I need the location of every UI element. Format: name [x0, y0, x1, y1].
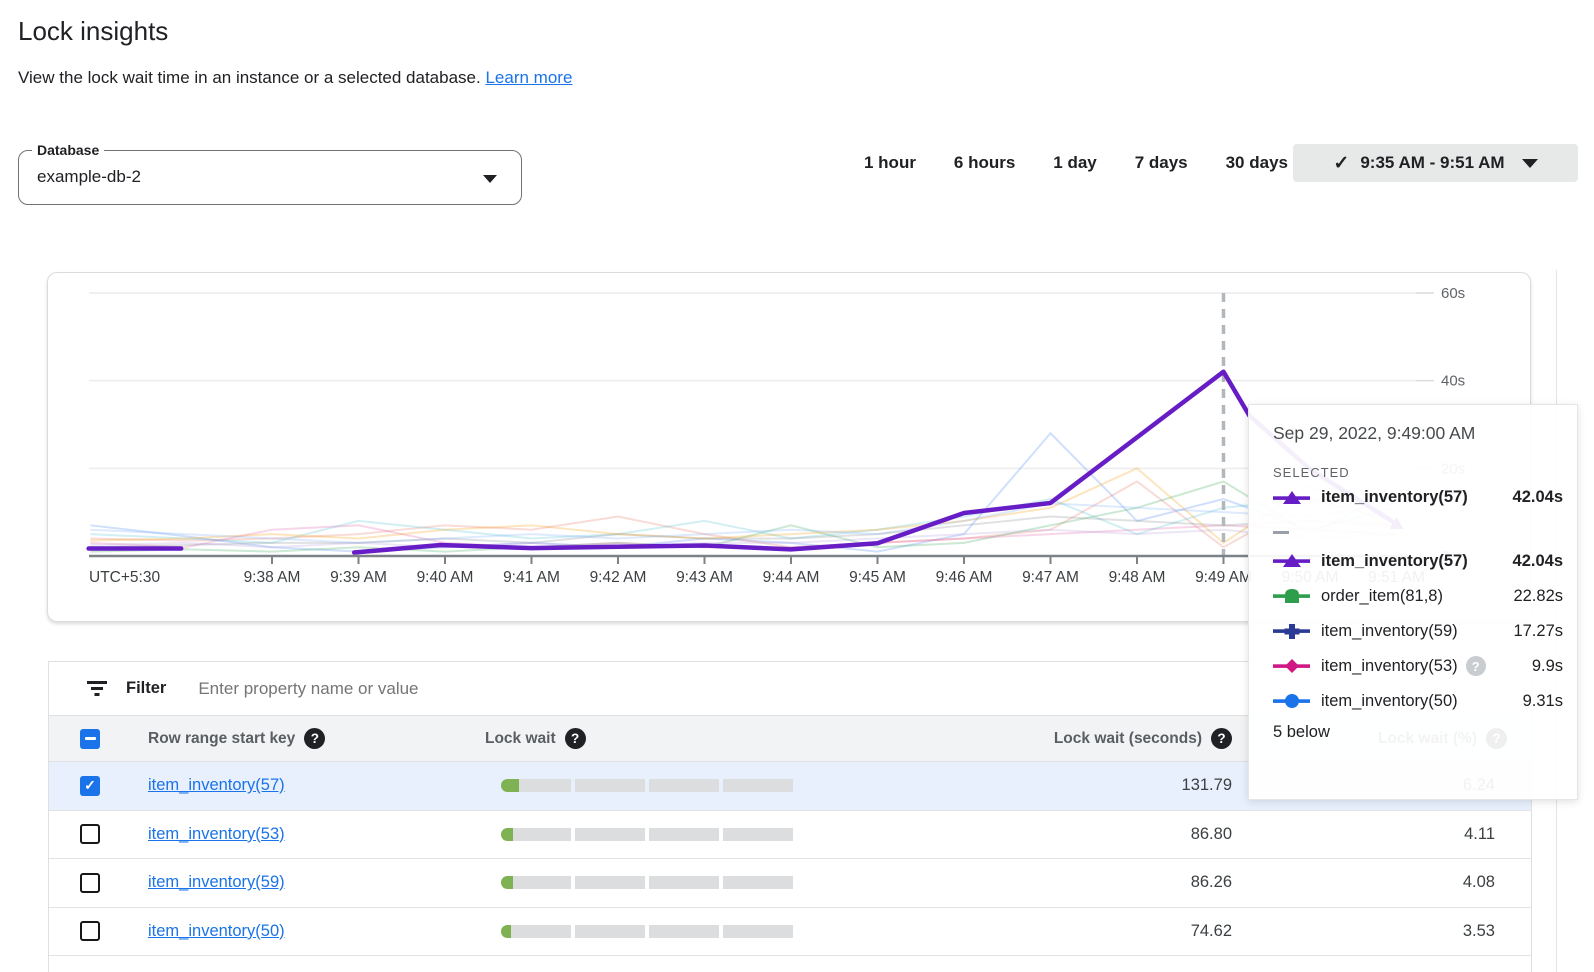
lock-wait-seconds-value: 86.80	[1190, 824, 1232, 843]
learn-more-link[interactable]: Learn more	[485, 68, 573, 87]
lock-wait-seconds-value: 86.26	[1190, 873, 1232, 892]
x-axis-timezone-label: UTC+5:30	[89, 569, 160, 586]
column-header-seconds: Lock wait (seconds) ?	[794, 728, 1232, 749]
chevron-down-icon	[483, 175, 497, 183]
lock-wait-seconds-value: 131.79	[1181, 776, 1232, 795]
page-description: View the lock wait time in an instance o…	[18, 68, 572, 88]
x-axis-tick-label: 9:47 AM	[1022, 569, 1079, 586]
time-range-buttons: 1 hour 6 hours 1 day 7 days 30 days	[864, 144, 1288, 182]
table-row: item_inventory(53) 86.80 4.11	[49, 810, 1531, 859]
tooltip-row-2: item_inventory(59) 17.27s	[1273, 614, 1563, 649]
tooltip-row-4: item_inventory(50) 9.31s	[1273, 684, 1563, 719]
help-icon[interactable]: ?	[564, 728, 586, 749]
background-series-line	[90, 497, 1397, 544]
database-select[interactable]: Database example-db-2	[18, 142, 522, 205]
triangle-marker-icon	[1273, 554, 1310, 567]
x-axis-tick-label: 9:45 AM	[849, 569, 906, 586]
chart-tooltip: Sep 29, 2022, 9:49:00 AM SELECTED item_i…	[1248, 404, 1578, 800]
background-series-line	[90, 467, 1397, 545]
description-text: View the lock wait time in an instance o…	[18, 68, 481, 87]
lock-wait-chart-plot[interactable]: 60s40s20s0UTC+5:309:38 AM9:39 AM9:40 AM9…	[48, 273, 1530, 621]
database-select-value: example-db-2	[37, 167, 141, 186]
page-title: Lock insights	[18, 16, 169, 46]
x-axis-tick-label: 9:44 AM	[763, 569, 820, 586]
filter-label: Filter	[126, 679, 167, 697]
filter-icon	[87, 681, 107, 696]
circle-marker-icon	[1273, 694, 1310, 708]
row-key-link[interactable]: item_inventory(50)	[148, 921, 285, 940]
lock-wait-seconds-value: 74.62	[1190, 921, 1232, 940]
help-icon[interactable]: ?	[304, 728, 326, 749]
database-select-label: Database	[32, 142, 105, 158]
y-axis-label: 60s	[1441, 285, 1465, 302]
row-key-link[interactable]: item_inventory(53)	[148, 824, 285, 843]
tooltip-separator	[1273, 531, 1289, 534]
custom-time-range-button[interactable]: ✓ 9:35 AM - 9:51 AM	[1293, 144, 1578, 182]
lock-wait-bar	[501, 876, 793, 890]
tooltip-selected-label: SELECTED	[1273, 465, 1350, 480]
x-axis-tick-label: 9:39 AM	[330, 569, 387, 586]
x-axis-tick-label: 9:46 AM	[936, 569, 993, 586]
background-series-line	[90, 515, 1397, 549]
filter-input[interactable]	[198, 678, 1531, 699]
row-checkbox[interactable]	[80, 921, 100, 942]
lock-wait-bar	[501, 827, 793, 841]
lock-wait-percent-value: 4.08	[1462, 873, 1495, 892]
column-header-row-key: Row range start key ?	[148, 728, 485, 749]
background-series-line	[90, 431, 1397, 553]
row-checkbox[interactable]	[80, 775, 100, 796]
help-icon[interactable]: ?	[1211, 728, 1232, 749]
tooltip-row-3: item_inventory(53) ? 9.9s	[1273, 649, 1563, 684]
x-axis-tick-label: 9:38 AM	[244, 569, 301, 586]
time-range-1-day[interactable]: 1 day	[1053, 153, 1097, 172]
background-series-line	[90, 528, 1397, 549]
lock-wait-bar	[501, 924, 793, 938]
help-icon[interactable]: ?	[1465, 656, 1486, 676]
lock-wait-bar	[501, 779, 793, 793]
table-row: item_inventory(59) 86.26 4.08	[49, 859, 1531, 908]
tooltip-more-count: 5 below	[1273, 722, 1330, 741]
triangle-marker-icon	[1273, 490, 1310, 504]
time-range-6-hours[interactable]: 6 hours	[953, 153, 1016, 172]
time-range-1-hour[interactable]: 1 hour	[864, 153, 916, 172]
background-series-line	[90, 502, 1397, 544]
table-body: item_inventory(57) 131.79 6.24 item_inve…	[49, 762, 1531, 956]
y-axis-label: 40s	[1441, 373, 1465, 390]
chevron-down-icon	[1521, 158, 1538, 168]
x-axis-tick-label: 9:48 AM	[1109, 569, 1166, 586]
select-all-checkbox[interactable]	[80, 728, 100, 749]
tooltip-row-selected: item_inventory(57) 42.04s	[1273, 480, 1563, 515]
tomb-marker-icon	[1273, 589, 1310, 603]
x-axis-tick-label: 9:49 AM	[1195, 569, 1252, 586]
time-range-30-days[interactable]: 30 days	[1225, 153, 1288, 172]
tooltip-timestamp: Sep 29, 2022, 9:49:00 AM	[1273, 423, 1476, 443]
row-key-link[interactable]: item_inventory(57)	[148, 776, 285, 795]
background-series-line	[90, 480, 1397, 549]
custom-time-range-label: 9:35 AM - 9:51 AM	[1360, 153, 1505, 172]
tooltip-row-0: item_inventory(57) 42.04s	[1273, 544, 1563, 579]
row-checkbox[interactable]	[80, 824, 100, 845]
x-axis-tick-label: 9:40 AM	[417, 569, 474, 586]
tooltip-row-1: order_item(81,8) 22.82s	[1273, 579, 1563, 614]
row-key-link[interactable]: item_inventory(59)	[148, 873, 285, 892]
check-icon: ✓	[1333, 152, 1350, 174]
x-axis-tick-label: 9:42 AM	[590, 569, 647, 586]
lock-wait-percent-value: 3.53	[1462, 921, 1495, 940]
diamond-marker-icon	[1273, 659, 1310, 673]
x-axis-tick-label: 9:43 AM	[676, 569, 733, 586]
lock-wait-percent-value: 4.11	[1464, 824, 1495, 843]
table-row: item_inventory(50) 74.62 3.53	[49, 907, 1531, 956]
time-range-7-days[interactable]: 7 days	[1134, 153, 1188, 172]
plus-marker-icon	[1273, 624, 1310, 639]
row-checkbox[interactable]	[80, 872, 100, 893]
background-series-line	[90, 480, 1397, 553]
table-filter-bar: Filter	[49, 662, 1531, 715]
column-header-lock-wait: Lock wait ?	[485, 728, 794, 749]
x-axis-tick-label: 9:41 AM	[503, 569, 560, 586]
